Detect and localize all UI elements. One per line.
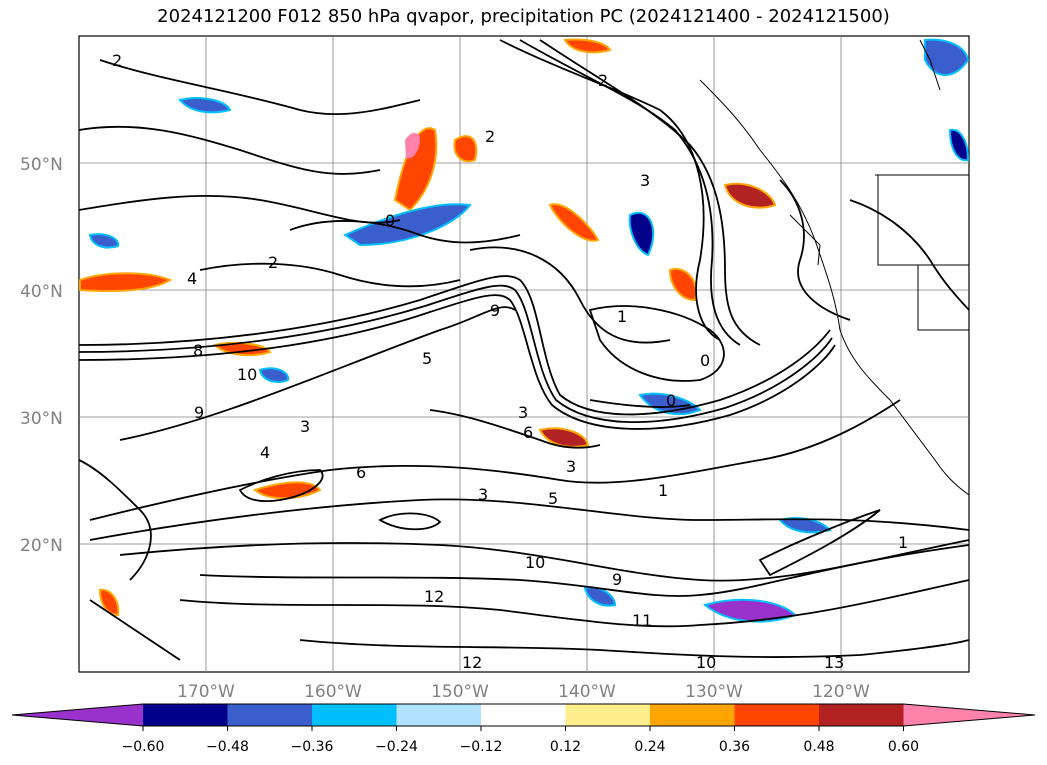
precip-negative-patch [778, 517, 832, 534]
colorbar-swatch [481, 704, 566, 726]
coastline [699, 39, 970, 496]
contour-label: 1 [617, 307, 627, 326]
lon-label-160w: 160°W [304, 682, 362, 702]
lon-label-150w: 150°W [431, 682, 489, 702]
contour-label: 4 [187, 269, 197, 288]
colorbar-swatch [903, 704, 1035, 726]
lon-label-130w: 130°W [685, 682, 743, 702]
precip-positive-patch [393, 127, 438, 212]
contour-label: 9 [612, 570, 622, 589]
qvapor-contours [78, 39, 970, 661]
contour-label: 6 [523, 423, 533, 442]
contour-label: 2 [598, 71, 608, 90]
contour-label: 11 [632, 611, 652, 630]
lon-label-170w: 170°W [177, 682, 235, 702]
colorbar [11, 703, 1036, 727]
colorbar-tick-label: 0.36 [719, 739, 750, 755]
lon-label-140w: 140°W [558, 682, 616, 702]
contour-label: 12 [424, 587, 444, 606]
colorbar-ticks: −0.60 −0.48 −0.36 −0.24 −0.12 0.12 0.24 0.36 0.4… [122, 726, 919, 755]
contour-label: 1 [898, 533, 908, 552]
graticule [79, 36, 969, 672]
lat-label-30n: 30°N [20, 409, 63, 429]
precip-strong-positive-patch [405, 132, 420, 159]
contour-labels: 2 2 2 2 3 3 3 3 3 4 4 8 9 9 9 10 10 1 1 … [112, 51, 908, 672]
precip-negative-patch [628, 211, 655, 257]
precip-positive-patch [548, 203, 600, 242]
lat-label-20n: 20°N [20, 536, 63, 556]
map-title: 2024121200 F012 850 hPa qvapor, precipit… [157, 6, 890, 27]
contour-label: 0 [666, 391, 676, 410]
precip-positive-patch [538, 427, 590, 448]
precip-positive-patch [453, 135, 478, 163]
precip-positive-patch [723, 182, 777, 209]
contour-label: 6 [356, 463, 366, 482]
contour-label: 5 [548, 489, 558, 508]
contour-label: 13 [824, 653, 844, 672]
contour-label: 0 [385, 211, 395, 230]
precip-positive-patch [98, 588, 120, 617]
precip-positive-patch [668, 268, 697, 302]
contour-label: 3 [300, 417, 310, 436]
precip-negative-patch [178, 97, 232, 114]
precip-negative-patch [258, 367, 290, 383]
colorbar-tick-label: 0.48 [803, 739, 834, 755]
precip-negative-patch [342, 203, 472, 247]
contour-label: 9 [194, 403, 204, 422]
contour-label: 3 [478, 485, 488, 504]
lon-label-120w: 120°W [812, 682, 870, 702]
contour-label: 9 [490, 301, 500, 320]
contour-label: 10 [696, 653, 716, 672]
colorbar-swatch [819, 704, 904, 726]
colorbar-tick-label: 0.12 [550, 739, 581, 755]
colorbar-swatch [650, 704, 735, 726]
contour-label: 10 [237, 365, 257, 384]
contour-label: 0 [700, 351, 710, 370]
contour-label: 1 [658, 481, 668, 500]
colorbar-swatch [396, 704, 481, 726]
precip-patches [79, 38, 970, 623]
colorbar-swatch [227, 704, 312, 726]
precip-positive-patch [563, 38, 612, 54]
precip-negative-patch [948, 128, 970, 162]
colorbar-swatch [312, 704, 397, 726]
colorbar-tick-label: −0.24 [375, 739, 418, 755]
contour-label: 3 [566, 457, 576, 476]
contour-label: 12 [462, 653, 482, 672]
contour-label: 10 [525, 553, 545, 572]
contour-label: 5 [422, 349, 432, 368]
colorbar-tick-label: 0.24 [634, 739, 665, 755]
contour-label: 3 [518, 403, 528, 422]
precip-positive-patch [79, 272, 173, 292]
contour-label: 2 [485, 127, 495, 146]
lat-label-50n: 50°N [20, 155, 63, 175]
contour-label: 4 [260, 443, 270, 462]
colorbar-swatch [565, 704, 650, 726]
contour-label: 2 [268, 253, 278, 272]
colorbar-tick-label: −0.12 [460, 739, 503, 755]
precip-negative-patch [924, 38, 970, 76]
colorbar-swatch [143, 704, 228, 726]
colorbar-tick-label: 0.60 [888, 739, 919, 755]
colorbar-swatch [734, 704, 819, 726]
contour-label: 2 [112, 51, 122, 70]
colorbar-swatch [12, 704, 143, 726]
lat-label-40n: 40°N [20, 282, 63, 302]
precip-negative-patch [88, 233, 120, 249]
contour-label: 3 [640, 171, 650, 190]
contour-label: 8 [193, 341, 203, 360]
colorbar-tick-label: −0.48 [206, 739, 249, 755]
colorbar-tick-label: −0.60 [122, 739, 165, 755]
colorbar-tick-label: −0.36 [291, 739, 334, 755]
